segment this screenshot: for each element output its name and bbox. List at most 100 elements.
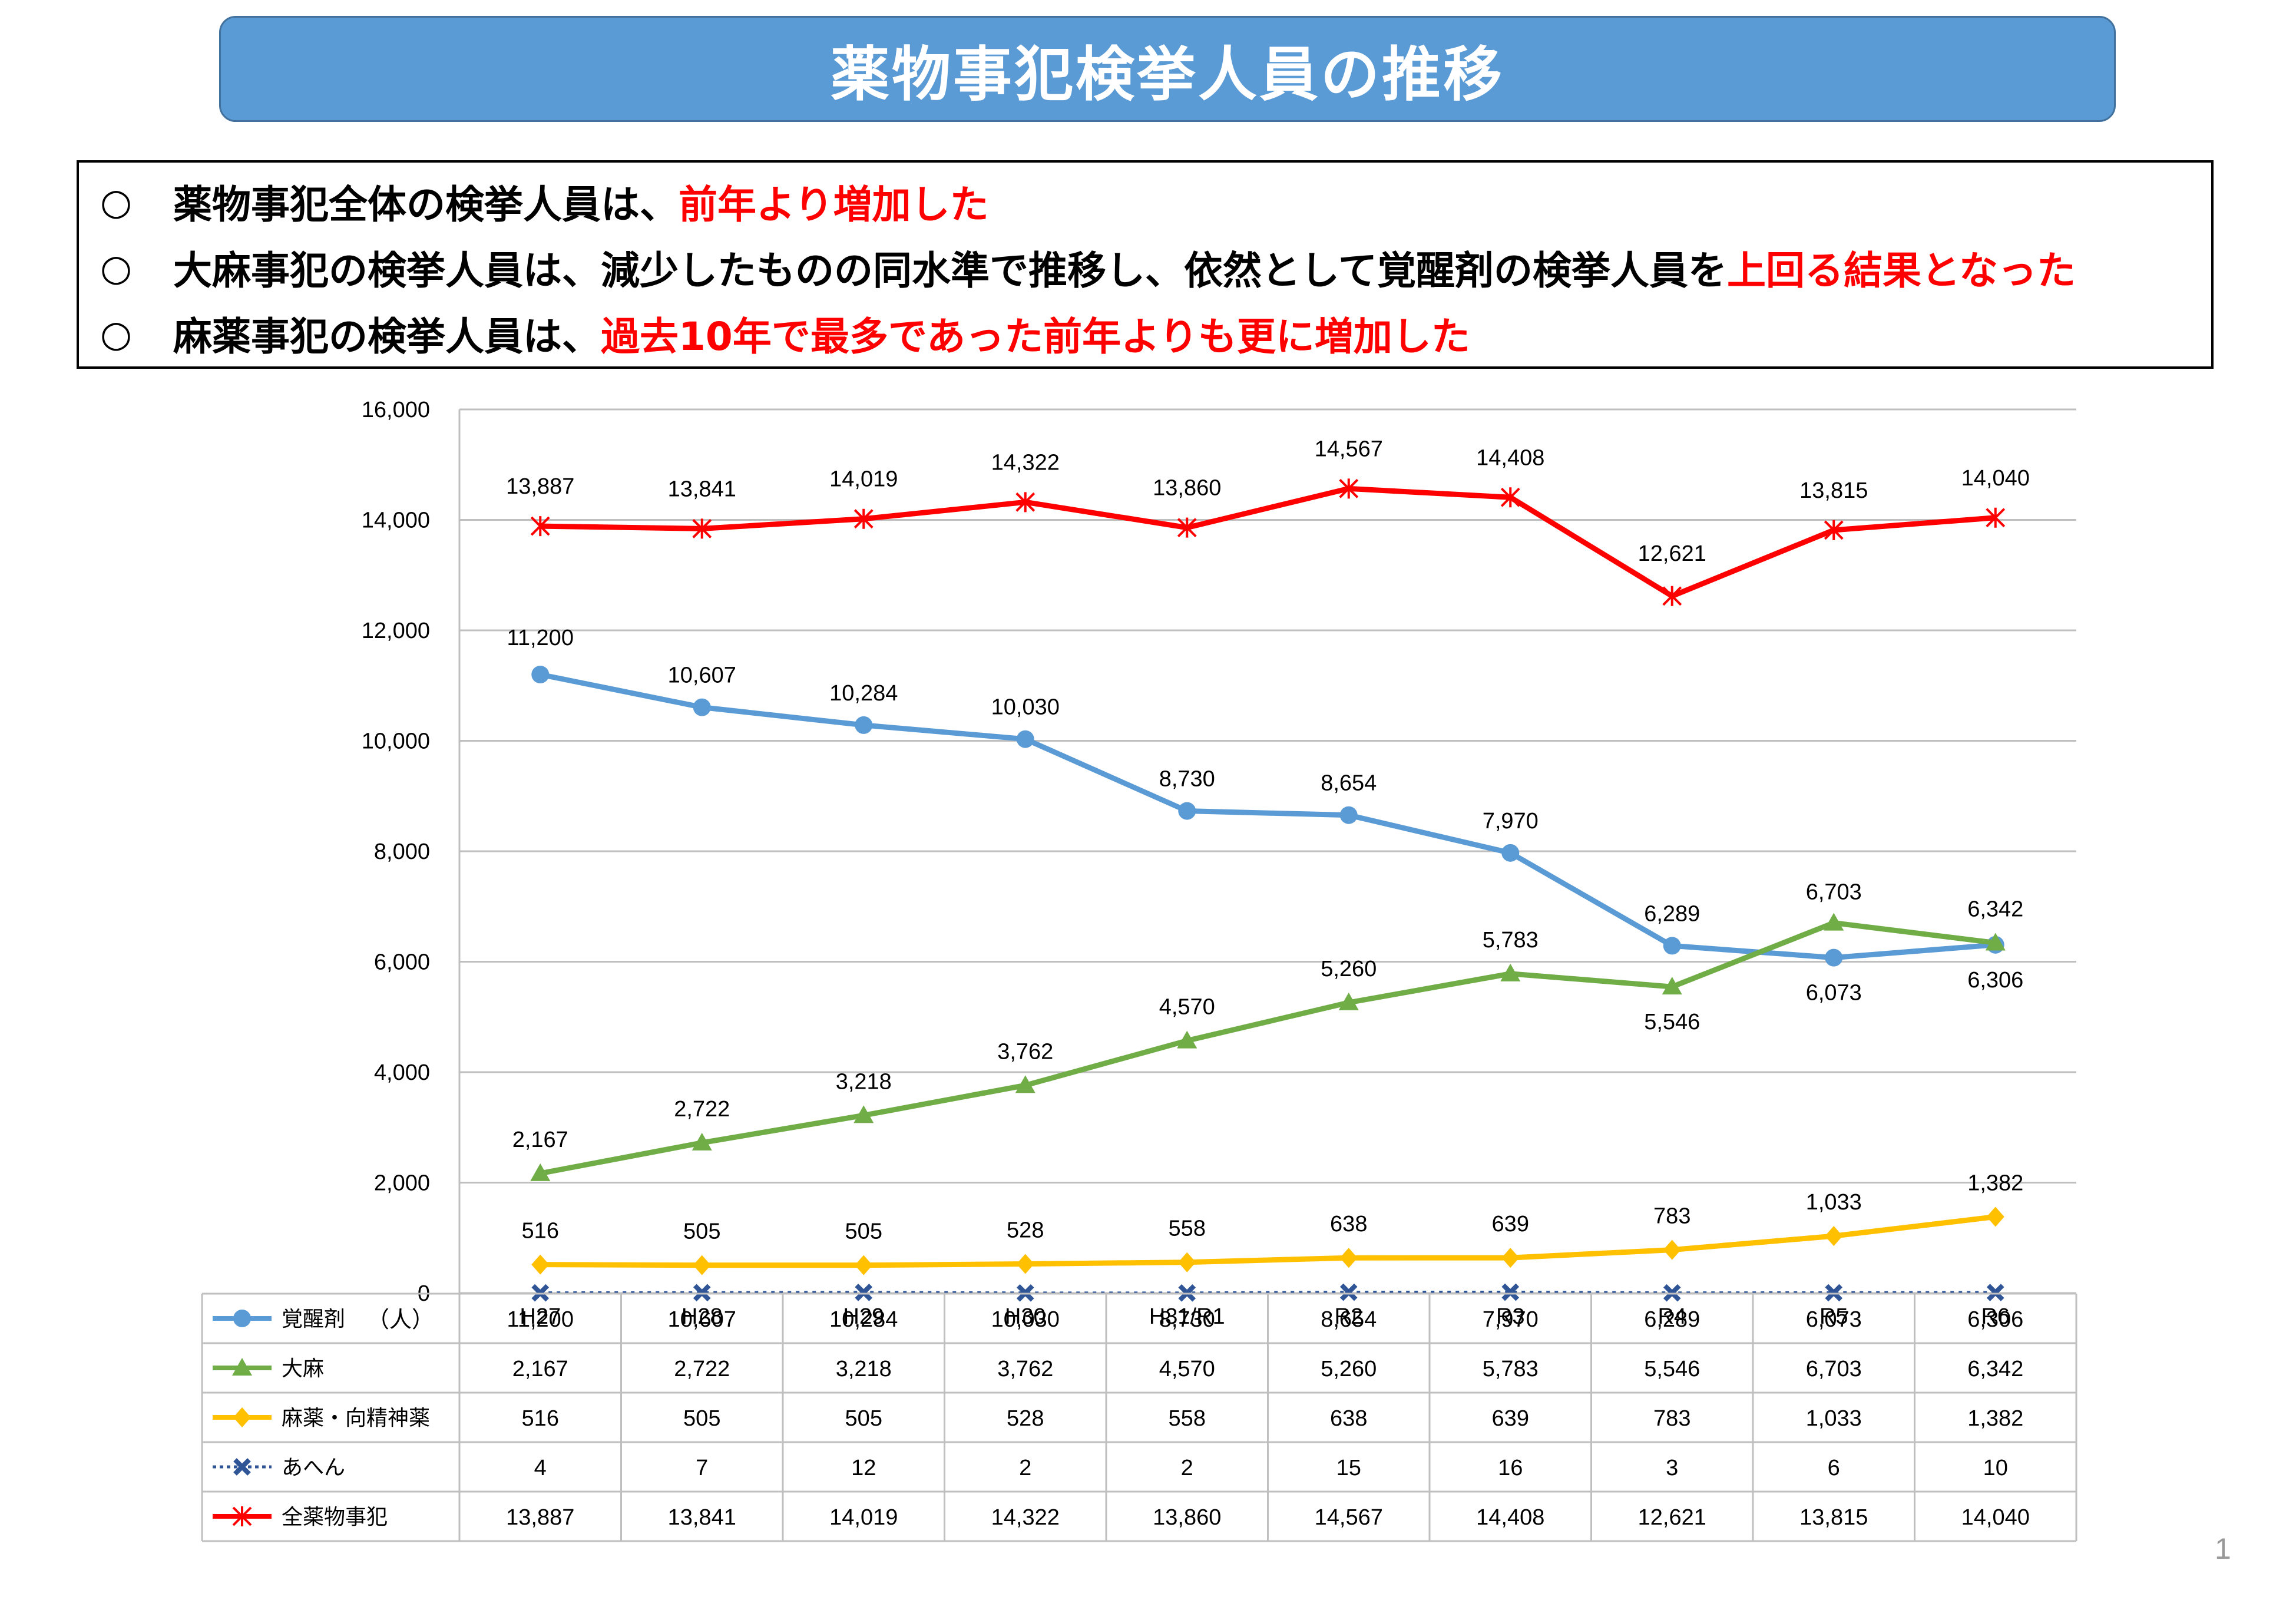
data-point (1339, 1283, 1358, 1301)
table-cell: 4 (534, 1456, 547, 1480)
data-point (1662, 586, 1682, 606)
data-label: 13,887 (506, 474, 574, 499)
table-cell: 3,218 (836, 1357, 892, 1381)
data-point (530, 516, 550, 537)
table-cell: 3,762 (997, 1357, 1053, 1381)
data-point (1825, 1226, 1843, 1247)
table-cell: 14,040 (1961, 1505, 2030, 1530)
data-label: 639 (1492, 1212, 1529, 1237)
table-cell: 14,408 (1476, 1505, 1544, 1530)
data-point (1663, 937, 1681, 955)
data-point (1825, 948, 1843, 967)
data-label: 6,289 (1644, 901, 1700, 926)
table-cell: 1,382 (1967, 1406, 2023, 1431)
data-label: 3,218 (836, 1069, 892, 1094)
table-cell: 15 (1336, 1456, 1361, 1480)
table-cell: 3 (1666, 1456, 1678, 1480)
data-label: 13,860 (1153, 476, 1221, 501)
table-cell: 6,306 (1967, 1307, 2023, 1332)
table-cell: 14,567 (1315, 1505, 1383, 1530)
data-point (1663, 1239, 1681, 1260)
data-label: 14,040 (1961, 466, 2030, 491)
table-cell: 6,342 (1967, 1357, 2023, 1381)
data-point (1986, 1284, 2004, 1301)
table-cell: 13,860 (1153, 1505, 1221, 1530)
data-point (531, 1254, 550, 1275)
data-label: 505 (683, 1219, 720, 1244)
x-tick-label: R3 (1496, 1304, 1525, 1329)
data-point (1339, 806, 1358, 824)
data-point (1500, 963, 1521, 981)
y-axis-unit-label: （人） (367, 1308, 434, 1333)
data-label: 12,621 (1638, 541, 1706, 566)
data-point (692, 518, 712, 539)
summary-line: ○ 麻薬事犯の検挙人員は、 過去10年で最多であった前年よりも更に増加した (100, 300, 2211, 366)
data-point (233, 1407, 251, 1427)
page-number: 1 (2215, 1532, 2231, 1565)
data-point (1177, 1030, 1197, 1049)
data-point (233, 1458, 251, 1476)
table-cell: 528 (1007, 1406, 1044, 1431)
legend-label: あへん (282, 1456, 345, 1480)
data-point (1824, 520, 1844, 540)
summary-line: ○ 薬物事犯全体の検挙人員は、 前年より増加した (100, 168, 2211, 234)
data-point (233, 1310, 251, 1327)
data-label: 7,970 (1483, 809, 1539, 834)
data-label: 558 (1169, 1216, 1206, 1241)
data-label: 1,033 (1806, 1190, 1862, 1215)
data-point (1177, 517, 1197, 538)
table-cell: 2,722 (674, 1357, 730, 1381)
table-cell: 1,033 (1806, 1406, 1862, 1431)
table-cell: 10,284 (829, 1307, 898, 1332)
series-line (540, 920, 1996, 1176)
table-cell: 5,546 (1644, 1357, 1700, 1381)
data-label: 14,408 (1476, 445, 1544, 470)
summary-highlight: 前年より増加した (679, 182, 989, 227)
table-cell: 516 (522, 1406, 559, 1431)
table-cell: 7 (696, 1456, 708, 1480)
data-label: 5,260 (1321, 957, 1377, 981)
data-label: 638 (1330, 1212, 1367, 1237)
table-cell: 13,887 (506, 1505, 574, 1530)
summary-text: 薬物事犯全体の検挙人員は、 (173, 182, 679, 227)
x-tick-label: R5 (1819, 1304, 1848, 1329)
data-point (693, 1284, 711, 1302)
table-cell: 6,289 (1644, 1307, 1700, 1332)
data-point (1016, 730, 1034, 748)
table-cell: 505 (845, 1406, 882, 1431)
table-cell: 16 (1498, 1456, 1523, 1480)
series-1: 2,167 2,722 3,218 3,762 4,570 5,260 5,783 5,546… (512, 880, 2023, 1181)
x-tick-label: H29 (843, 1304, 884, 1329)
table-cell: 10,607 (668, 1307, 736, 1332)
data-label: 3,762 (997, 1039, 1053, 1064)
data-point (692, 1132, 712, 1151)
data-point (1500, 487, 1520, 508)
x-tick-label: H31/R1 (1149, 1304, 1225, 1329)
summary-text: 大麻事犯の検挙人員は、減少したものの同水準で推移し、依然として覚醒剤の検挙人員を (173, 248, 1728, 293)
series-line (540, 672, 1996, 961)
table-cell: 14,322 (991, 1505, 1060, 1530)
y-tick-label: 16,000 (362, 398, 430, 422)
data-point (232, 1506, 252, 1526)
legend-label: 全薬物事犯 (282, 1505, 388, 1529)
y-tick-label: 4,000 (374, 1060, 430, 1085)
legend-label: 麻薬・向精神薬 (282, 1406, 430, 1430)
data-label: 783 (1653, 1204, 1690, 1229)
x-tick-label: H27 (520, 1304, 561, 1329)
table-cell: 5,260 (1321, 1357, 1377, 1381)
series-line (540, 1214, 1996, 1268)
data-point (1501, 844, 1520, 862)
data-point (1985, 933, 2006, 951)
data-label: 11,200 (507, 626, 574, 650)
data-point (531, 666, 550, 683)
summary-text: 麻薬事犯の検挙人員は、 (173, 314, 601, 359)
table-cell: 2 (1181, 1456, 1193, 1480)
legend-label: 覚醒剤 (282, 1307, 345, 1331)
table-cell: 10,030 (991, 1307, 1060, 1332)
table-cell: 6,703 (1806, 1357, 1862, 1381)
table-cell: 12 (851, 1456, 876, 1480)
table-cell: 2 (1019, 1456, 1031, 1480)
data-point (1824, 913, 1844, 931)
y-tick-label: 6,000 (374, 950, 430, 975)
